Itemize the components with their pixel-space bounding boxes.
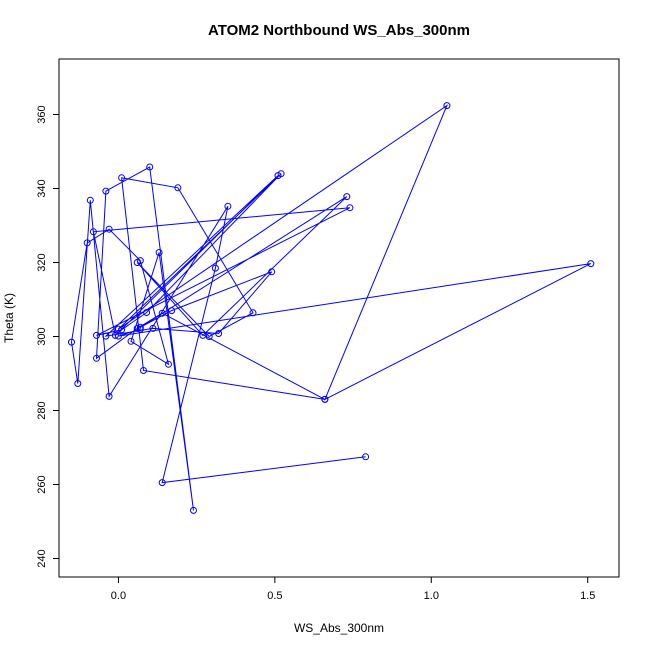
data-point — [102, 332, 110, 340]
data-point — [199, 331, 207, 339]
plot-frame — [58, 58, 620, 578]
data-point — [89, 228, 97, 236]
data-point — [149, 324, 157, 332]
data-point — [168, 307, 176, 315]
y-tick-label: 240 — [36, 549, 48, 567]
data-point — [83, 239, 91, 247]
chart-title: ATOM2 Northbound WS_Abs_300nm — [208, 22, 470, 39]
data-point — [93, 354, 100, 362]
data-point — [587, 260, 595, 268]
y-tick-label: 280 — [36, 401, 48, 419]
x-tick-label: 1.0 — [424, 590, 439, 602]
plot-area — [58, 58, 620, 578]
y-axis: 240 260 280 300 320 340 360 — [36, 105, 59, 568]
data-point — [118, 326, 126, 334]
data-point — [277, 170, 285, 178]
series-line — [70, 104, 592, 511]
data-point — [165, 360, 172, 368]
data-point — [143, 309, 151, 316]
y-tick-label: 260 — [36, 475, 48, 493]
data-point — [155, 249, 163, 256]
data-point — [158, 479, 166, 487]
data-point — [133, 324, 141, 332]
x-tick-label: 0.5 — [267, 590, 282, 602]
x-axis-label: WS_Abs_300nm — [294, 621, 384, 635]
data-point — [224, 202, 232, 210]
data-point — [118, 174, 126, 182]
data-point — [140, 367, 147, 374]
y-axis-label: Theta (K) — [2, 293, 16, 343]
data-point — [249, 309, 257, 317]
data-point — [443, 102, 451, 110]
data-point — [114, 332, 122, 340]
data-point — [93, 331, 100, 339]
data-point — [74, 380, 82, 387]
data-point — [174, 184, 182, 192]
x-axis: 0.0 0.5 1.0 1.5 — [111, 577, 595, 602]
data-point — [321, 395, 329, 403]
data-point — [86, 196, 94, 204]
y-tick-label: 340 — [36, 179, 48, 197]
data-point — [343, 193, 351, 201]
data-point — [158, 309, 166, 317]
y-tick-label: 320 — [36, 253, 48, 271]
x-tick-label: 0.0 — [111, 590, 126, 602]
data-point — [346, 204, 354, 212]
data-point — [190, 506, 197, 514]
data-point — [111, 331, 119, 339]
data-point — [136, 325, 144, 333]
data-point — [114, 325, 122, 333]
data-point — [68, 338, 75, 346]
data-point — [102, 187, 110, 195]
y-tick-label: 300 — [36, 327, 48, 345]
data-point — [105, 225, 113, 233]
data-layer — [68, 102, 595, 514]
y-tick-label: 360 — [36, 105, 48, 123]
data-point — [133, 259, 141, 266]
data-point — [146, 163, 154, 171]
data-point — [362, 453, 370, 461]
data-point — [215, 330, 223, 337]
data-point — [268, 268, 276, 276]
data-point — [127, 337, 135, 345]
x-tick-label: 1.5 — [580, 590, 595, 602]
data-point — [211, 264, 219, 272]
data-point — [105, 392, 113, 400]
